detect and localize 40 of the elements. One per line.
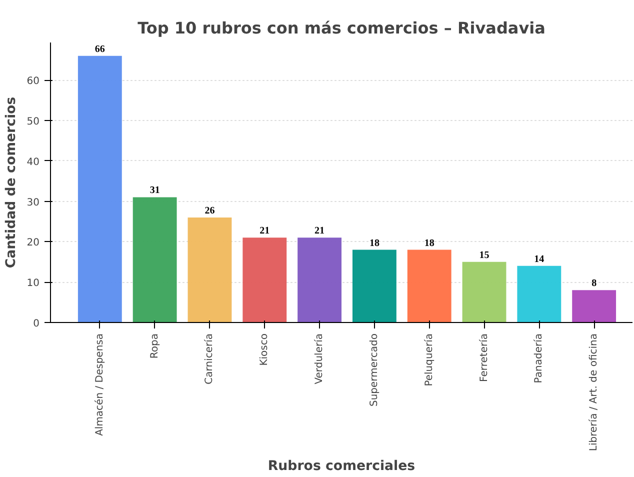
x-tick-label: Verdulería	[314, 333, 326, 384]
x-tick-label: Ferretería	[478, 333, 490, 382]
data-label: 21	[260, 226, 270, 237]
data-label: 15	[479, 250, 490, 261]
x-tick-label: Ropa	[149, 334, 160, 359]
x-tick-label: Librería / Art. de oficina	[588, 333, 600, 452]
x-tick-label: Carnicería	[204, 333, 216, 384]
data-label: 18	[369, 238, 380, 249]
y-tick-label: 0	[33, 318, 40, 330]
bar	[132, 197, 177, 322]
data-label: 18	[424, 238, 434, 249]
y-tick-label: 20	[26, 238, 40, 249]
bar	[78, 56, 122, 322]
bar	[517, 266, 562, 322]
y-axis-title: Cantidad de comercios	[4, 96, 19, 268]
bar	[407, 250, 452, 322]
x-tick-label: Panadería	[534, 333, 545, 384]
x-axis-title: Rubros comerciales	[268, 459, 416, 474]
data-label: 26	[204, 205, 215, 216]
y-tick-label: 60	[26, 76, 40, 88]
bar	[572, 290, 616, 322]
bar	[242, 238, 287, 322]
x-tick-label: Almacén / Despensa	[94, 333, 106, 436]
bar	[188, 217, 232, 322]
data-label: 21	[314, 226, 325, 237]
bar	[298, 238, 342, 322]
y-tick-label: 50	[26, 116, 40, 128]
x-tick-label: Kiosco	[259, 334, 270, 366]
chart-title: Top 10 rubros con más comercios – Rivadavia	[138, 18, 546, 38]
data-label: 66	[94, 44, 105, 55]
data-label: 8	[592, 278, 597, 290]
y-tick-label: 30	[26, 197, 40, 208]
y-tick-label: 10	[26, 278, 40, 290]
data-label: 14	[534, 254, 544, 265]
data-label: 31	[150, 185, 160, 196]
x-tick-label: Peluquería	[424, 333, 435, 386]
bar	[462, 262, 506, 322]
bar	[352, 250, 396, 322]
y-tick-label: 40	[26, 156, 40, 168]
x-tick-label: Supermercado	[368, 334, 380, 406]
